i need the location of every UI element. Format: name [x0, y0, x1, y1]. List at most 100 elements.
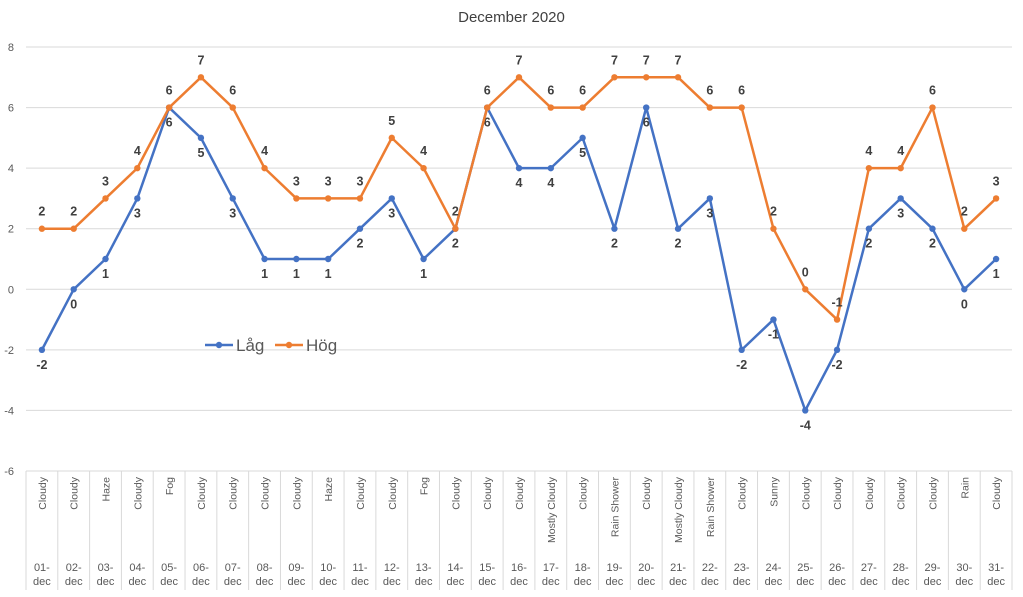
weather-label: Rain Shower: [609, 477, 621, 538]
y-tick-label: -6: [4, 466, 14, 478]
date-label: dec: [606, 576, 624, 588]
date-label: dec: [510, 576, 528, 588]
date-label: dec: [256, 576, 274, 588]
data-point: [70, 225, 77, 232]
date-label: 02-: [66, 562, 82, 574]
weather-label: Fog: [419, 477, 431, 495]
weather-label: Mostly Cloudy: [673, 476, 685, 543]
date-label: dec: [765, 576, 783, 588]
date-label: 27-: [861, 562, 877, 574]
data-point: [897, 164, 904, 172]
date-label: dec: [542, 576, 560, 588]
data-point: [929, 225, 936, 232]
date-label: 05-: [161, 562, 177, 574]
date-label: dec: [669, 576, 687, 588]
date-label: 31-: [988, 562, 1004, 574]
data-point: [738, 346, 745, 354]
date-label: dec: [701, 576, 719, 588]
data-label: 4: [134, 144, 141, 158]
data-label: 4: [261, 144, 268, 158]
data-point: [643, 74, 650, 81]
y-tick-label: -4: [4, 405, 14, 417]
weather-label: Haze: [101, 477, 113, 502]
weather-label: Rain: [959, 477, 971, 499]
data-point: [70, 286, 77, 293]
data-label: 3: [102, 174, 109, 188]
date-label: dec: [65, 576, 83, 588]
data-label: 6: [166, 84, 173, 98]
data-point: [865, 225, 873, 232]
legend-label: Hög: [306, 336, 337, 355]
data-label: 2: [770, 205, 777, 219]
weather-label: Cloudy: [228, 476, 240, 509]
weather-label: Cloudy: [291, 476, 303, 509]
data-label: 3: [993, 174, 1000, 188]
date-label: 17-: [543, 562, 559, 574]
data-point: [802, 407, 809, 414]
date-label: 08-: [257, 562, 273, 574]
date-label: dec: [160, 576, 178, 588]
data-point: [229, 104, 236, 111]
data-label: 3: [229, 206, 236, 220]
data-point: [643, 104, 650, 111]
data-point: [706, 104, 714, 111]
data-label: 3: [134, 206, 141, 220]
data-label: 7: [643, 53, 650, 67]
date-label: 04-: [129, 562, 145, 574]
data-point: [261, 164, 268, 172]
data-label: 6: [166, 116, 173, 130]
data-label: 7: [611, 53, 618, 67]
data-point: [547, 164, 555, 172]
date-label: dec: [733, 576, 751, 588]
date-label: dec: [383, 576, 401, 588]
data-label: 6: [547, 84, 554, 98]
weather-label: Cloudy: [864, 476, 876, 509]
date-label: 13-: [416, 562, 432, 574]
data-point: [324, 195, 332, 202]
weather-label: Cloudy: [927, 476, 939, 509]
date-label: 07-: [225, 562, 241, 574]
weather-label: Cloudy: [355, 476, 367, 509]
data-point: [102, 195, 109, 202]
data-label: -4: [800, 418, 811, 432]
data-label: 1: [261, 267, 268, 281]
data-point: [738, 104, 745, 111]
y-tick-label: 2: [8, 224, 14, 236]
data-label: 2: [675, 237, 682, 251]
weather-label: Cloudy: [800, 476, 812, 509]
data-label: -2: [832, 358, 843, 372]
data-point: [611, 225, 618, 232]
data-point: [547, 104, 555, 111]
data-label: 3: [897, 206, 904, 220]
weather-label: Sunny: [768, 476, 780, 507]
y-tick-label: 8: [8, 42, 14, 54]
data-label: 5: [579, 146, 586, 160]
data-label: 1: [993, 267, 1000, 281]
data-label: 5: [388, 114, 395, 128]
date-label: 18-: [575, 562, 591, 574]
data-label: -2: [736, 358, 747, 372]
data-label: 1: [293, 267, 300, 281]
legend-label: Låg: [236, 336, 264, 355]
data-label: 7: [197, 53, 204, 67]
data-point: [420, 255, 427, 263]
data-label: 2: [929, 237, 936, 251]
data-label: 6: [484, 116, 491, 130]
weather-label: Cloudy: [37, 476, 49, 509]
data-point: [992, 195, 1000, 202]
data-label: 2: [452, 205, 459, 219]
data-point: [865, 164, 873, 172]
weather-label: Cloudy: [578, 476, 590, 509]
y-tick-label: -2: [4, 345, 14, 357]
data-label: 2: [611, 237, 618, 251]
weather-label: Mostly Cloudy: [546, 476, 558, 543]
data-point: [324, 255, 332, 263]
data-label: 7: [675, 53, 682, 67]
data-point: [929, 104, 936, 111]
data-label: 0: [961, 297, 968, 311]
data-label: 6: [643, 116, 650, 130]
series-line-lag: [40, 106, 997, 412]
date-label: dec: [447, 576, 465, 588]
weather-label: Cloudy: [482, 476, 494, 509]
